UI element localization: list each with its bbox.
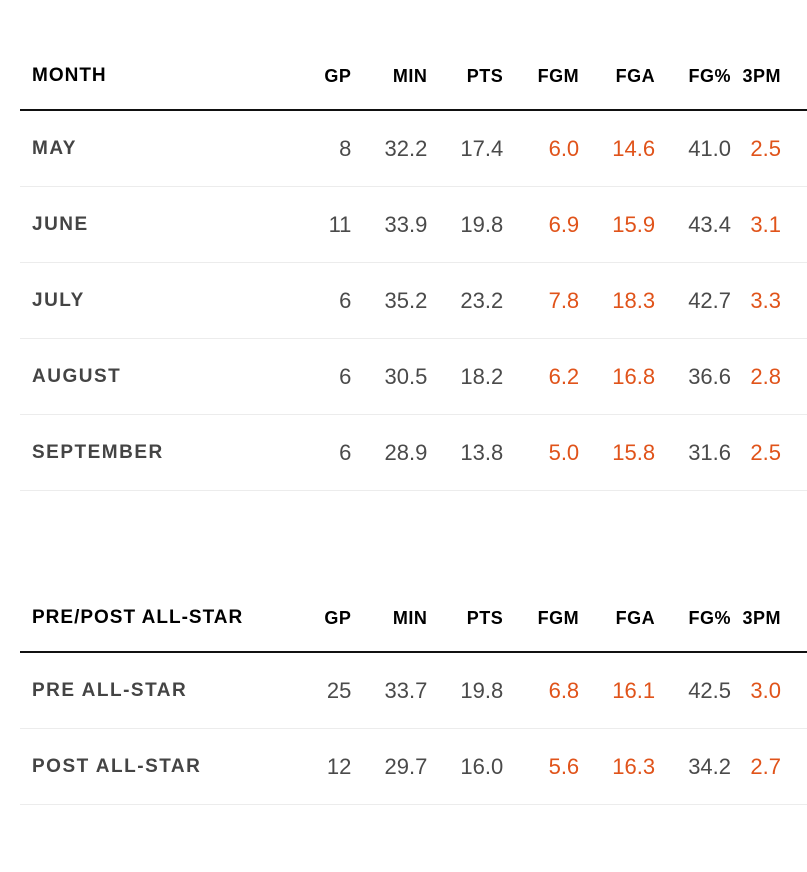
cell-gp: 6 [307, 338, 352, 415]
cell-fgm: 6.2 [503, 338, 580, 415]
column-header-month: MONTH [20, 43, 308, 111]
cell-fg-pct: 42.7 [655, 262, 732, 339]
cell-gp: 11 [307, 186, 352, 263]
cell-3pm: 3.0 [731, 652, 807, 729]
cell-gp: 6 [307, 262, 352, 339]
column-header-fga: FGA [579, 585, 656, 653]
monthly-splits-table: MONTH GP MIN PTS FGM FGA FG% 3PM MAY 8 3… [20, 43, 807, 491]
cell-3pm: 2.5 [731, 414, 807, 491]
cell-gp: 25 [307, 652, 352, 729]
cell-pts: 18.2 [427, 338, 504, 415]
table-row: PRE ALL-STAR 25 33.7 19.8 6.8 16.1 42.5 … [20, 652, 807, 729]
column-header-split: PRE/POST ALL-STAR [20, 585, 308, 653]
cell-3pm: 3.1 [731, 186, 807, 263]
cell-fga: 15.9 [579, 186, 656, 263]
row-label: POST ALL-STAR [20, 728, 308, 805]
cell-fg-pct: 36.6 [655, 338, 732, 415]
cell-fga: 16.8 [579, 338, 656, 415]
row-label: AUGUST [20, 338, 308, 415]
cell-fgm: 7.8 [503, 262, 580, 339]
cell-min: 32.2 [351, 110, 428, 187]
column-header-fg-pct: FG% [655, 43, 732, 111]
row-label: MAY [20, 110, 308, 187]
column-header-fgm: FGM [503, 43, 580, 111]
table-row: MAY 8 32.2 17.4 6.0 14.6 41.0 2.5 [20, 110, 807, 187]
table-row: SEPTEMBER 6 28.9 13.8 5.0 15.8 31.6 2.5 [20, 414, 807, 491]
cell-3pm: 3.3 [731, 262, 807, 339]
column-header-pts: PTS [427, 43, 504, 111]
table-row: JUNE 11 33.9 19.8 6.9 15.9 43.4 3.1 [20, 186, 807, 263]
cell-3pm: 2.8 [731, 338, 807, 415]
cell-fg-pct: 34.2 [655, 728, 732, 805]
column-header-fga: FGA [579, 43, 656, 111]
table-row: JULY 6 35.2 23.2 7.8 18.3 42.7 3.3 [20, 262, 807, 339]
column-header-min: MIN [351, 43, 428, 111]
row-label: PRE ALL-STAR [20, 652, 308, 729]
row-label: SEPTEMBER [20, 414, 308, 491]
column-header-pts: PTS [427, 585, 504, 653]
cell-pts: 19.8 [427, 186, 504, 263]
cell-min: 33.9 [351, 186, 428, 263]
cell-pts: 23.2 [427, 262, 504, 339]
cell-fgm: 6.0 [503, 110, 580, 187]
cell-min: 28.9 [351, 414, 428, 491]
cell-pts: 19.8 [427, 652, 504, 729]
column-header-3pm: 3PM [731, 43, 807, 111]
column-header-gp: GP [307, 585, 352, 653]
all-star-splits-table: PRE/POST ALL-STAR GP MIN PTS FGM FGA FG%… [20, 585, 807, 805]
table-row: POST ALL-STAR 12 29.7 16.0 5.6 16.3 34.2… [20, 728, 807, 805]
cell-fga: 16.3 [579, 728, 656, 805]
table-row: AUGUST 6 30.5 18.2 6.2 16.8 36.6 2.8 [20, 338, 807, 415]
cell-3pm: 2.5 [731, 110, 807, 187]
cell-3pm: 2.7 [731, 728, 807, 805]
column-header-fg-pct: FG% [655, 585, 732, 653]
table-header-row: PRE/POST ALL-STAR GP MIN PTS FGM FGA FG%… [20, 585, 807, 653]
cell-min: 33.7 [351, 652, 428, 729]
cell-fg-pct: 42.5 [655, 652, 732, 729]
column-header-gp: GP [307, 43, 352, 111]
cell-gp: 8 [307, 110, 352, 187]
row-label: JULY [20, 262, 308, 339]
cell-fgm: 6.9 [503, 186, 580, 263]
cell-fgm: 5.0 [503, 414, 580, 491]
column-header-3pm: 3PM [731, 585, 807, 653]
cell-fg-pct: 41.0 [655, 110, 732, 187]
cell-fg-pct: 43.4 [655, 186, 732, 263]
cell-fga: 16.1 [579, 652, 656, 729]
cell-pts: 16.0 [427, 728, 504, 805]
column-header-fgm: FGM [503, 585, 580, 653]
row-label: JUNE [20, 186, 308, 263]
table-header-row: MONTH GP MIN PTS FGM FGA FG% 3PM [20, 43, 807, 111]
cell-fgm: 6.8 [503, 652, 580, 729]
cell-gp: 12 [307, 728, 352, 805]
cell-fga: 14.6 [579, 110, 656, 187]
cell-fg-pct: 31.6 [655, 414, 732, 491]
cell-fga: 15.8 [579, 414, 656, 491]
column-header-min: MIN [351, 585, 428, 653]
cell-pts: 17.4 [427, 110, 504, 187]
cell-gp: 6 [307, 414, 352, 491]
cell-pts: 13.8 [427, 414, 504, 491]
cell-min: 29.7 [351, 728, 428, 805]
cell-fga: 18.3 [579, 262, 656, 339]
cell-fgm: 5.6 [503, 728, 580, 805]
cell-min: 35.2 [351, 262, 428, 339]
cell-min: 30.5 [351, 338, 428, 415]
